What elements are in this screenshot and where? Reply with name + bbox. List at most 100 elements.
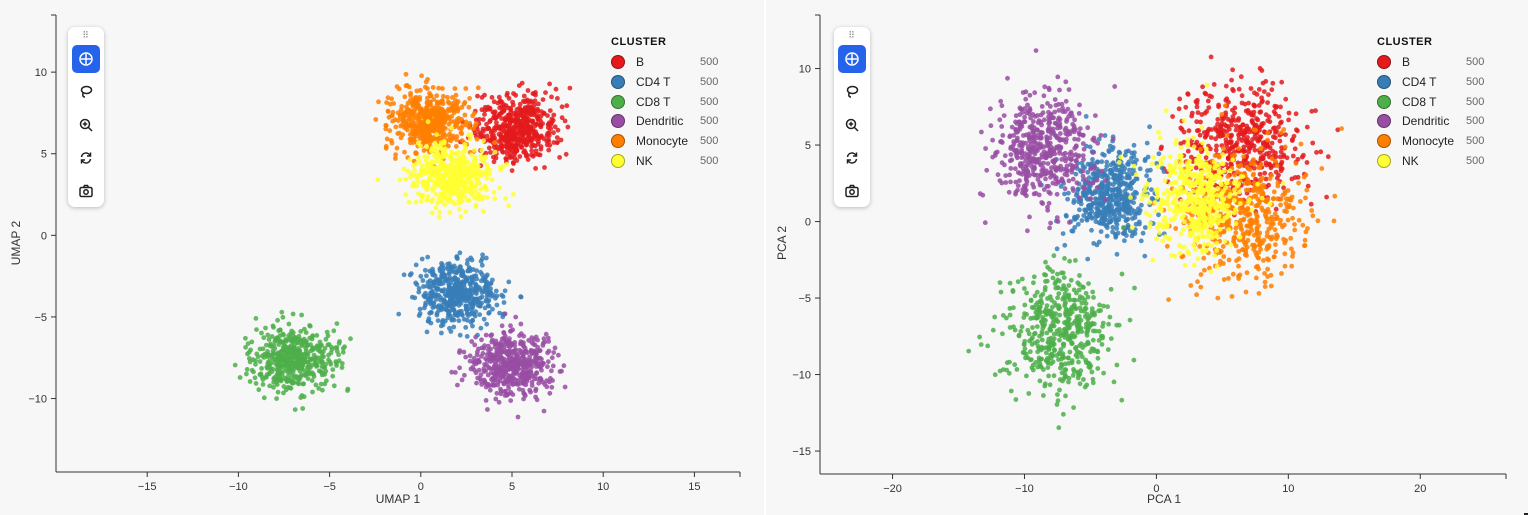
data-point [1259, 95, 1264, 101]
data-point [557, 155, 562, 160]
data-point [529, 364, 535, 370]
data-point [476, 367, 482, 373]
data-point [529, 340, 535, 345]
legend-item-dendritic[interactable]: Dendritic 500 [611, 113, 751, 133]
data-point [489, 177, 495, 183]
legend-label: B [636, 55, 645, 69]
data-point [408, 90, 413, 96]
data-point [1131, 357, 1137, 363]
series-dendritic [977, 48, 1118, 234]
data-point [470, 184, 476, 189]
pan-button[interactable] [72, 45, 100, 73]
data-point [457, 365, 462, 371]
data-point [966, 348, 972, 354]
data-point [1043, 350, 1049, 356]
data-point [447, 325, 452, 331]
reset-button[interactable] [72, 144, 100, 172]
data-point [1074, 180, 1080, 186]
data-point [436, 214, 442, 220]
data-point [983, 146, 988, 151]
data-point [1075, 137, 1081, 142]
data-point [1078, 325, 1084, 331]
data-point [459, 131, 464, 137]
legend-item-monocyte[interactable]: Monocyte 500 [611, 133, 751, 153]
data-point [406, 116, 412, 121]
data-point [470, 193, 476, 198]
drag-handle-icon[interactable]: ⠿ [82, 30, 90, 40]
data-point [1308, 201, 1314, 207]
data-point [1055, 285, 1061, 291]
data-point [253, 361, 258, 367]
data-point [1122, 238, 1127, 244]
legend-item-cd4-t[interactable]: CD4 T 500 [611, 74, 751, 94]
data-point [275, 317, 280, 323]
legend-item-b[interactable]: B 500 [611, 54, 751, 74]
data-point [433, 112, 438, 118]
data-point [425, 254, 431, 260]
data-point [1063, 306, 1069, 312]
data-point [546, 339, 551, 344]
data-point [567, 85, 573, 91]
data-point [433, 170, 438, 176]
data-point [1125, 171, 1130, 177]
data-point [443, 133, 449, 139]
data-point [535, 152, 541, 157]
data-point [426, 123, 432, 129]
data-point [290, 350, 296, 356]
data-point [446, 309, 452, 314]
data-point [453, 144, 459, 149]
data-point [551, 112, 557, 118]
data-point [1202, 90, 1208, 96]
data-point [990, 327, 996, 333]
data-point [484, 133, 490, 139]
data-point [415, 125, 420, 130]
data-point [417, 158, 422, 164]
data-point [508, 328, 514, 334]
data-point [1223, 83, 1229, 89]
data-point [450, 135, 456, 141]
data-point [1000, 133, 1006, 138]
data-point [439, 98, 445, 104]
data-point [1096, 208, 1101, 214]
zoom-in-button[interactable] [72, 111, 100, 139]
data-point [1170, 114, 1175, 119]
data-point [1055, 392, 1060, 397]
data-point [451, 324, 457, 330]
data-point [478, 132, 484, 137]
data-point [472, 288, 478, 293]
data-point [497, 111, 503, 117]
data-point [1045, 127, 1051, 132]
data-point [501, 107, 507, 113]
data-point [529, 143, 534, 149]
lasso-button[interactable] [72, 78, 100, 106]
data-point [464, 307, 469, 312]
legend-item-cd8-t[interactable]: CD8 T 500 [611, 94, 751, 114]
data-point [439, 330, 444, 336]
data-point [463, 86, 469, 91]
data-point [500, 375, 506, 380]
data-point [1047, 266, 1053, 272]
data-point [1043, 279, 1048, 284]
data-point [1082, 185, 1087, 191]
data-point [1131, 154, 1137, 159]
camera-button[interactable] [72, 177, 100, 205]
data-point [454, 134, 460, 139]
data-point [1030, 362, 1036, 368]
data-point [1228, 118, 1234, 124]
data-point [1031, 138, 1036, 144]
data-point [1014, 137, 1020, 143]
data-point [1252, 123, 1258, 128]
data-point [1096, 338, 1102, 343]
data-point [1194, 128, 1200, 134]
data-point [449, 149, 454, 155]
data-point [531, 109, 537, 115]
data-point [299, 357, 305, 363]
data-point [1057, 131, 1063, 136]
data-point [1091, 295, 1096, 300]
legend-item-nk[interactable]: NK 500 [611, 153, 751, 173]
data-point [515, 382, 521, 387]
data-point [453, 92, 459, 98]
data-point [410, 183, 416, 189]
